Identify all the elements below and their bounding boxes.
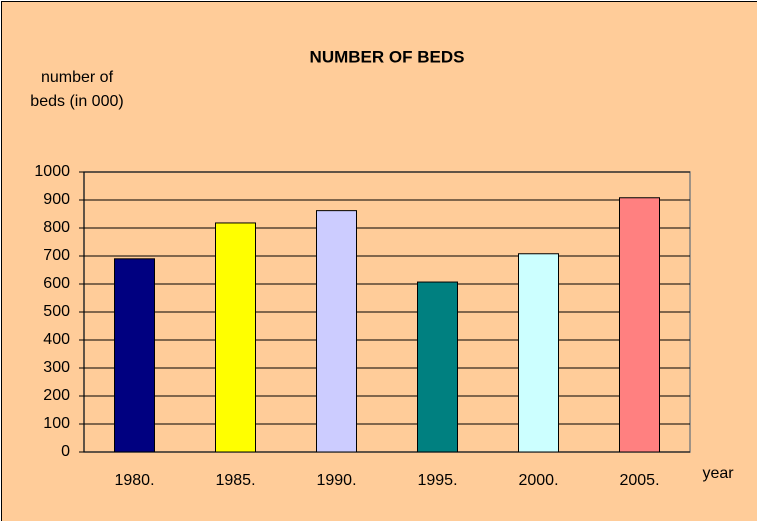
bar <box>417 281 458 453</box>
y-tick-label: 900 <box>43 191 70 208</box>
x-tick-label: 1980. <box>114 472 154 489</box>
bar <box>215 222 256 453</box>
x-tick-label: 1990. <box>316 472 356 489</box>
y-tick-label: 800 <box>43 219 70 236</box>
y-tick-label: 500 <box>43 303 70 320</box>
y-tick-label: 300 <box>43 359 70 376</box>
x-axis-label: year <box>702 465 734 482</box>
y-tick-label: 100 <box>43 415 70 432</box>
x-tick-label: 1995. <box>417 472 457 489</box>
x-tick-label: 1985. <box>215 472 255 489</box>
y-tick-label: 400 <box>43 331 70 348</box>
bar <box>518 253 559 453</box>
y-tick-label: 0 <box>61 443 70 460</box>
bar <box>619 197 660 453</box>
y-tick-label: 200 <box>43 387 70 404</box>
bar <box>114 258 155 453</box>
y-tick-label: 1000 <box>34 163 70 180</box>
x-tick-label: 2005. <box>619 472 659 489</box>
y-axis-label: number of beds (in 000) <box>30 69 124 110</box>
y-tick-label: 700 <box>43 247 70 264</box>
x-tick-label: 2000. <box>518 472 558 489</box>
y-tick-label: 600 <box>43 275 70 292</box>
bar <box>316 210 357 453</box>
chart-title: NUMBER OF BEDS <box>310 47 465 66</box>
